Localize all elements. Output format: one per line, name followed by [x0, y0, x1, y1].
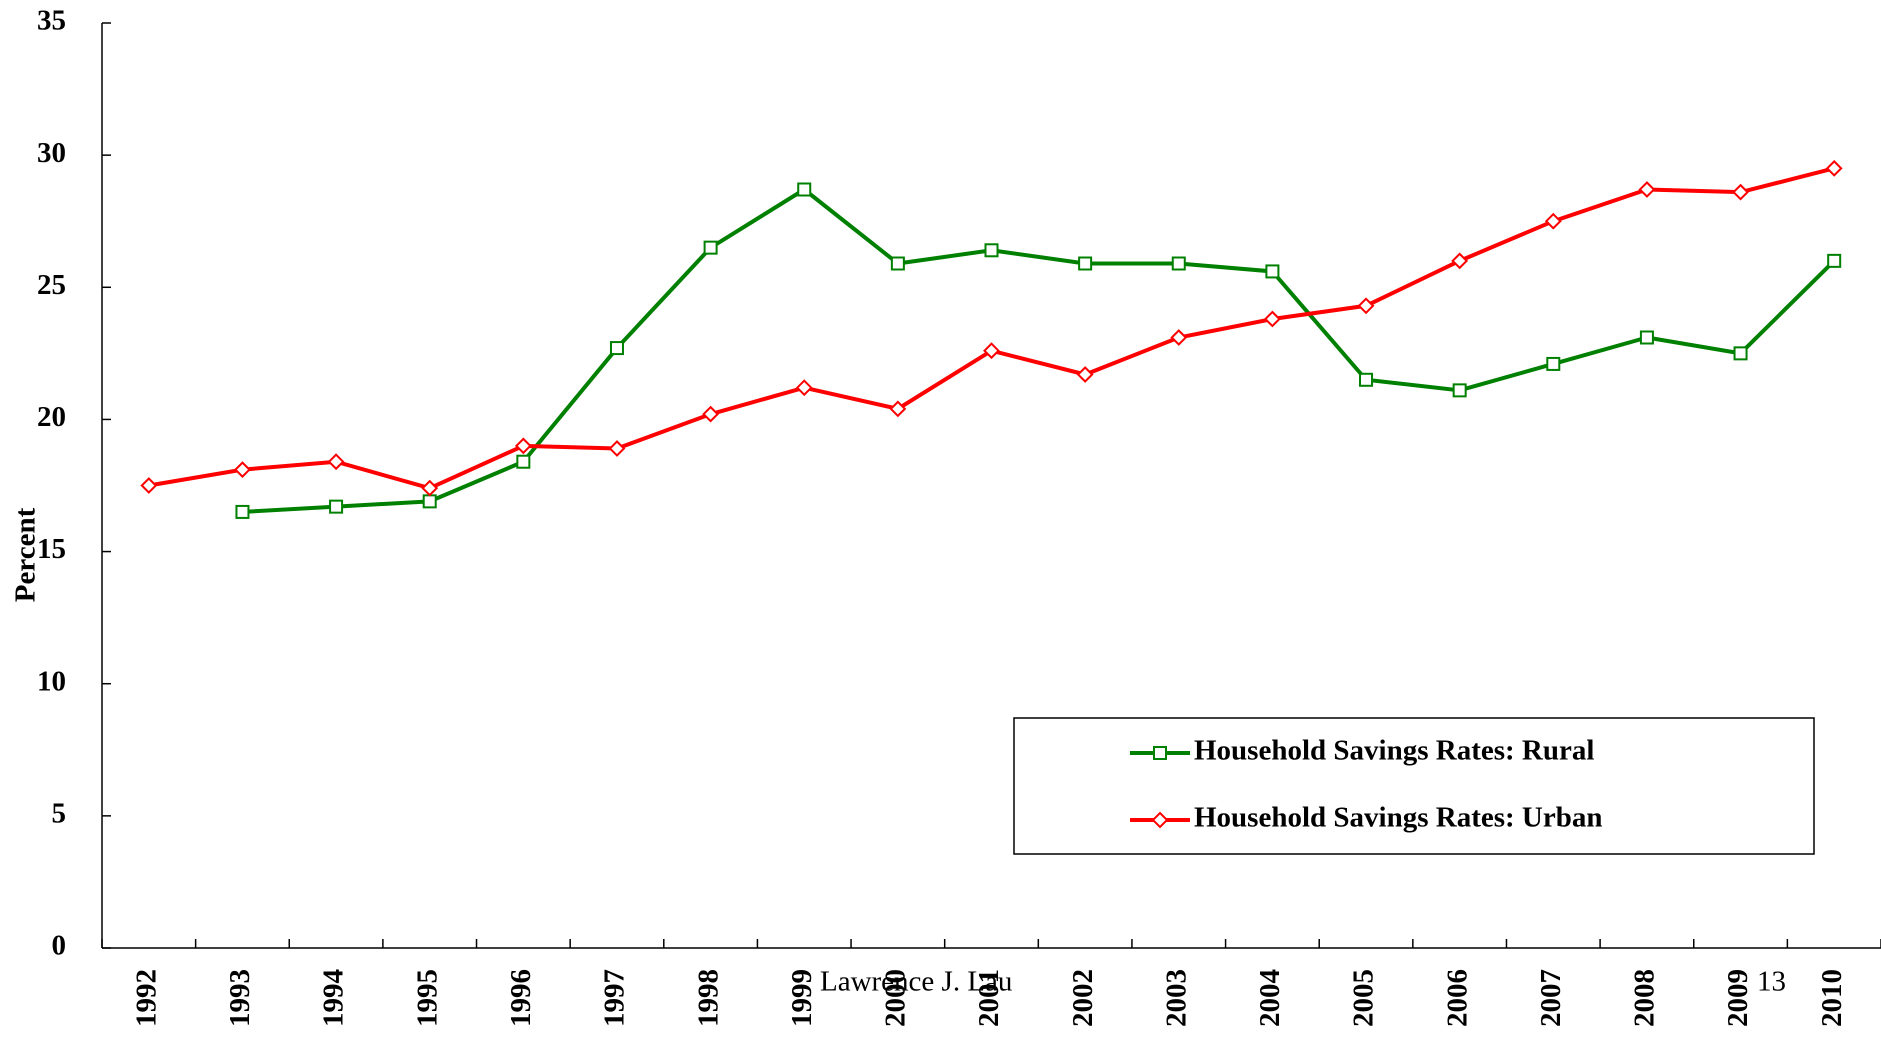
marker: [1171, 256, 1186, 271]
legend-label: Household Savings Rates: Urban: [1194, 802, 1603, 834]
marker: [1827, 253, 1842, 268]
marker: [329, 499, 344, 514]
marker: [702, 405, 720, 423]
marker: [889, 400, 907, 418]
legend-box: [1013, 717, 1815, 855]
marker: [984, 243, 999, 258]
marker: [327, 453, 345, 471]
y-tick-label: 35: [37, 5, 66, 37]
x-tick-label: 2006: [1441, 969, 1473, 1027]
x-tick-label: 2005: [1348, 969, 1380, 1027]
marker: [703, 240, 718, 255]
marker: [514, 437, 532, 455]
marker: [422, 494, 437, 509]
y-tick-label: 15: [37, 533, 66, 565]
x-tick-label: 1995: [411, 969, 443, 1027]
series-line: [148, 166, 1835, 491]
marker: [1359, 372, 1374, 387]
marker: [1153, 746, 1167, 760]
marker: [1639, 330, 1654, 345]
x-tick-label: 1992: [130, 969, 162, 1027]
marker: [1825, 159, 1843, 177]
x-tick-label: 2004: [1254, 969, 1286, 1027]
x-tick-label: 1999: [786, 969, 818, 1027]
y-tick-label: 30: [37, 137, 66, 169]
y-tick-label: 10: [37, 665, 66, 697]
marker: [1451, 252, 1469, 270]
series-line: [242, 187, 1836, 514]
y-tick-label: 0: [52, 930, 67, 962]
x-tick-label: 1996: [505, 969, 537, 1027]
marker: [1265, 264, 1280, 279]
marker: [1733, 346, 1748, 361]
marker: [1151, 811, 1169, 829]
x-tick-label: 2007: [1535, 969, 1567, 1027]
footer-right: 13: [1757, 966, 1786, 998]
marker: [1357, 297, 1375, 315]
marker: [983, 342, 1000, 360]
marker: [1544, 212, 1562, 230]
x-tick-label: 1998: [692, 969, 724, 1027]
marker: [235, 504, 250, 519]
marker: [1076, 366, 1094, 383]
marker: [1638, 181, 1656, 198]
marker: [609, 341, 624, 356]
marker: [1452, 383, 1467, 398]
x-tick-label: 2003: [1160, 969, 1192, 1027]
marker: [516, 454, 531, 469]
marker: [608, 440, 626, 457]
x-tick-label: 2000: [880, 969, 912, 1027]
x-tick-label: 2008: [1629, 969, 1661, 1027]
marker: [1546, 356, 1561, 371]
marker: [234, 461, 251, 479]
marker: [1170, 329, 1188, 346]
x-tick-label: 2002: [1067, 969, 1099, 1027]
marker: [421, 479, 439, 497]
x-tick-label: 1997: [599, 969, 631, 1027]
y-tick-label: 20: [37, 401, 66, 433]
footer-left: Lawrence J. Lau: [820, 966, 1012, 998]
y-tick-label: 25: [37, 269, 66, 301]
marker: [795, 379, 813, 397]
y-tick-label: 5: [52, 798, 67, 830]
x-tick-label: 1994: [318, 969, 350, 1027]
x-tick-label: 2009: [1722, 969, 1754, 1027]
marker: [1732, 183, 1749, 201]
x-tick-label: 1993: [224, 969, 256, 1027]
marker: [1078, 256, 1093, 271]
marker: [140, 477, 158, 494]
y-axis-label: Percent: [10, 507, 42, 602]
x-tick-label: 2001: [973, 969, 1005, 1027]
marker: [890, 256, 905, 271]
marker: [1263, 310, 1281, 328]
legend-label: Household Savings Rates: Rural: [1194, 735, 1594, 767]
x-tick-label: 2010: [1816, 969, 1848, 1027]
marker: [797, 182, 812, 197]
